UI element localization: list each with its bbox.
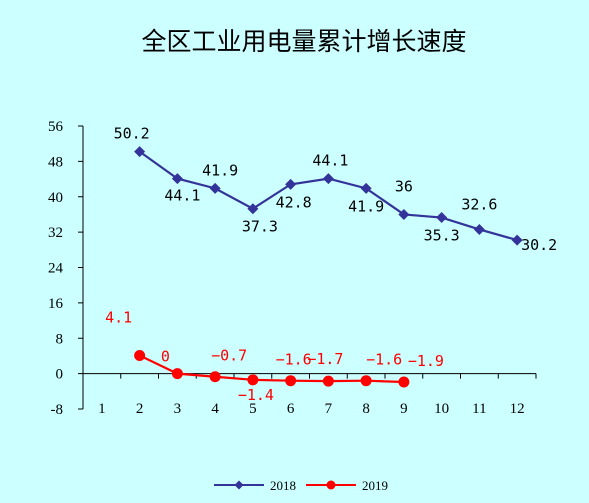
data-point [247,203,259,215]
x-tick-label: 2 [136,401,144,417]
y-tick-label: 56 [48,119,64,135]
x-tick-label: 3 [174,401,182,417]
data-point [398,208,410,220]
data-label: 0 [161,348,170,366]
data-label: −1.4 [238,386,274,404]
y-tick-label: 8 [56,331,64,347]
data-label: −1.7 [307,350,343,368]
legend-label: 2018 [270,478,296,493]
legend: 2018 2019 [214,478,388,493]
y-tick-label: -8 [51,402,64,418]
data-point [511,234,523,246]
chart-title: 全区工业用电量累计增长速度 [141,27,466,56]
data-label: −1.6 [276,351,312,369]
x-tick-label: 10 [434,401,449,417]
data-point [209,182,221,194]
y-tick-label: 24 [48,261,64,277]
data-point [360,182,372,194]
x-tick-label: 5 [249,401,257,417]
data-label: 36 [395,177,413,195]
y-tick-label: 32 [48,225,63,241]
y-tick-label: 0 [56,367,64,383]
y-tick-label: 40 [48,190,63,206]
data-point [134,349,146,361]
x-tick-label: 4 [211,401,219,417]
data-label: 35.3 [424,227,460,245]
x-tick-label: 8 [362,401,370,417]
data-label: 30.2 [521,236,557,254]
x-tick-label: 6 [287,401,295,417]
data-labels: 50.244.141.937.342.844.141.93635.332.630… [105,125,557,404]
data-point [436,212,448,224]
data-label: 37.3 [242,218,278,236]
data-point [134,146,146,158]
x-tick-label: 1 [98,401,106,417]
series-line-2019 [139,354,404,384]
data-point [171,173,183,185]
legend-label: 2019 [362,478,388,493]
data-label: 44.1 [312,152,348,170]
data-label: −1.6 [366,351,402,369]
data-point [473,223,485,235]
y-tick-label: 16 [48,296,64,312]
data-point [285,375,297,387]
x-tick-label: 12 [510,401,525,417]
legend-marker [326,480,336,490]
data-point [398,376,410,388]
data-label: 32.6 [461,195,497,213]
data-point [209,371,221,383]
data-label: 4.1 [105,308,132,326]
data-point [171,368,183,380]
y-tick-label: 48 [48,154,63,170]
data-label: 41.9 [348,197,384,215]
data-point [285,178,297,190]
data-label: −1.9 [408,352,444,370]
data-label: 41.9 [202,161,238,179]
series-layer [134,146,523,388]
x-tick-label: 11 [472,401,486,417]
data-label: −0.7 [211,347,247,365]
data-label: 44.1 [164,187,200,205]
data-point [322,173,334,185]
data-label: 42.8 [276,193,312,211]
legend-marker [234,480,244,490]
x-tick-label: 7 [325,401,333,417]
data-label: 50.2 [114,125,150,143]
data-point [247,374,259,386]
data-point [360,375,372,387]
data-point [322,375,334,387]
x-tick-label: 9 [400,401,408,417]
